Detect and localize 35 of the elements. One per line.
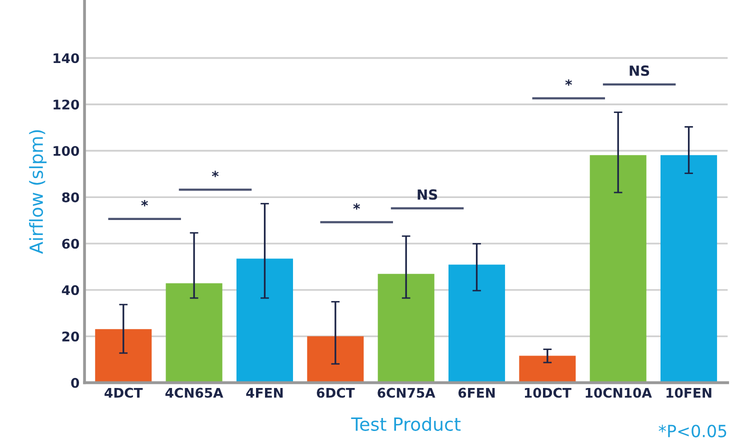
x-tick-label: 6DCT [316,388,355,398]
x-tick-label: 10CN10A [586,388,652,398]
annotation: NS [630,65,650,76]
x-tick-label: 6FEN [458,388,495,398]
x-tick-label: 4FEN [246,388,283,398]
annotation: NS [418,189,438,200]
bar [660,155,718,383]
annotation: * [565,79,572,86]
annotation: * [353,203,360,210]
annotation: * [141,200,148,206]
text: *P<0.05 [658,424,726,438]
x-tick-label: 4CN65A [165,388,224,398]
x-tick-label: 10DCT [524,388,572,398]
x-axis-title: Test Product [351,417,461,431]
bar [448,264,506,383]
bar [95,329,152,383]
y-tick-label: 0 [71,378,80,388]
bar [519,356,576,383]
x-tick-label: 10FEN [666,388,712,398]
bar [590,155,646,383]
bar [166,283,222,383]
x-tick-label: 6CN75A [378,388,436,398]
y-tick-label: 40 [62,285,80,296]
bar [236,258,294,383]
bar [378,274,434,383]
annotation: * [212,170,219,178]
y-tick-label: 120 [54,100,80,110]
y-tick-label: 80 [62,192,80,202]
x-tick-label: 4DCT [104,388,143,398]
y-tick-label: 140 [54,53,80,64]
y-tick-label: 20 [62,332,80,342]
y-tick-label: 100 [54,146,80,156]
y-tick-label: 60 [62,238,80,249]
y-axis-title: Airflow (slpm) [29,130,47,254]
bar [307,336,364,383]
